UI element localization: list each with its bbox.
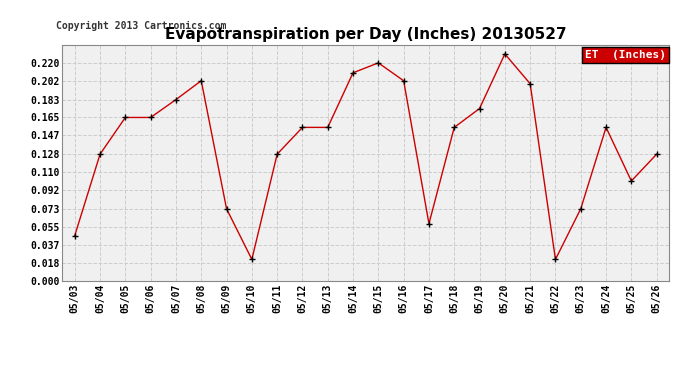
Text: Copyright 2013 Cartronics.com: Copyright 2013 Cartronics.com <box>56 21 226 31</box>
Text: ET  (Inches): ET (Inches) <box>585 50 667 60</box>
Title: Evapotranspiration per Day (Inches) 20130527: Evapotranspiration per Day (Inches) 2013… <box>165 27 566 42</box>
